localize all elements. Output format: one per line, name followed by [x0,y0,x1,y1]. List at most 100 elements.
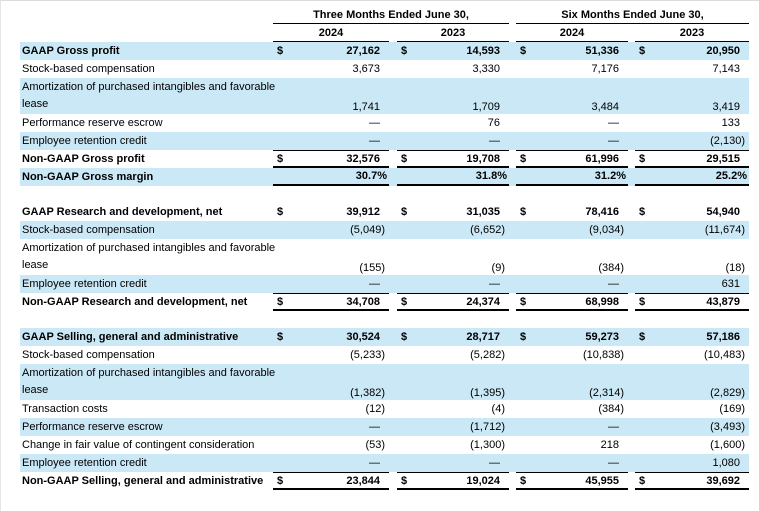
cell-value: 30.7% [355,170,387,182]
column-gap [509,328,516,346]
cell-value: 14,593 [466,45,500,57]
column-gap [509,293,516,311]
row-label: Employee retention credit [22,277,147,290]
cell-value: — [608,117,619,129]
value-cell: (1,300) [397,436,509,454]
column-gap [509,42,516,60]
cell-value: 31.2% [594,170,626,182]
reconciliation-table: Three Months Ended June 30, Six Months E… [20,3,749,490]
value-cell: 31.2% [516,168,628,186]
cell-value: 23,844 [346,474,380,487]
table-row: Non-GAAP Research and development, net $3… [20,293,749,311]
cell-value: — [369,278,380,290]
table-row: Stock-based compensation (5,233) (5,282) (1… [20,346,749,364]
column-gap [628,400,635,418]
cell-value: (6,652) [470,224,505,236]
cell-value: (12) [365,403,385,415]
value-cell: (1,712) [397,418,509,436]
cell-value: — [608,421,619,433]
cell-value: — [369,135,380,147]
value-cell: (384) [516,239,628,275]
column-gap [628,114,635,132]
row-label-line: lease [22,98,49,110]
row-label-line: lease [22,259,49,271]
value-cell: 25.2% [635,168,749,186]
column-gap [509,78,516,114]
table-row: Non-GAAP Selling, general and administra… [20,472,749,490]
value-cell: $27,162 [273,42,389,60]
column-gap [389,436,397,454]
cell-value: 1,741 [352,101,380,113]
value-cell: — [516,275,628,293]
column-gap [509,346,516,364]
table-row: Non-GAAP Gross margin 30.7% 31.8% 31.2% 25.2… [20,168,749,186]
dollar-sign: $ [277,474,284,487]
column-gap [628,472,635,490]
cell-value: 25.2% [715,170,747,182]
dollar-sign: $ [520,331,527,343]
value-cell: $68,998 [516,293,628,311]
value-cell: — [273,114,389,132]
column-gap [509,203,516,221]
column-gap [628,78,635,114]
value-cell: — [397,275,509,293]
column-gap [628,293,635,311]
column-gap [628,60,635,78]
cell-value: 30,524 [346,331,380,343]
dollar-sign: $ [520,474,527,487]
column-gap [509,60,516,78]
column-gap [389,400,397,418]
value-cell: 631 [635,275,749,293]
value-cell: (53) [273,436,389,454]
cell-value: 20,950 [706,45,740,57]
cell-value: 59,273 [585,331,619,343]
cell-value: 28,717 [466,331,500,343]
column-gap [628,328,635,346]
row-label: Change in fair value of contingent consi… [22,438,255,451]
value-cell: $39,912 [273,203,389,221]
col-year-header: 2024 [273,24,389,42]
header-label-spacer [20,24,273,42]
cell-value: 31.8% [475,170,507,182]
cell-value: 27,162 [346,45,380,57]
cell-value: 39,692 [706,474,740,487]
dollar-sign: $ [520,206,527,218]
row-label-line: Amortization of purchased intangibles an… [22,242,276,254]
value-cell: $20,950 [635,42,749,60]
cell-value: (2,314) [589,387,624,399]
dollar-sign: $ [401,295,408,308]
column-gap [509,472,516,490]
section-spacer [20,186,749,203]
column-gap [389,114,397,132]
column-gap [509,364,516,400]
table-row: Transaction costs (12) (4) (384) (169) [20,400,749,418]
value-cell: — [273,454,389,472]
value-cell: 7,176 [516,60,628,78]
column-gap [509,436,516,454]
value-cell: (9,034) [516,221,628,239]
column-gap [628,24,635,42]
cell-value: 51,336 [585,45,619,57]
table-row: Employee retention credit — — — 631 [20,275,749,293]
cell-value: 3,330 [472,63,500,75]
value-cell: 31.8% [397,168,509,186]
column-gap [389,328,397,346]
cell-value: (1,712) [470,421,505,433]
dollar-sign: $ [520,45,527,57]
cell-value: — [608,278,619,290]
cell-value: (384) [598,262,624,274]
dollar-sign: $ [401,45,408,57]
cell-value: (18) [725,262,745,274]
cell-value: — [369,421,380,433]
value-cell: $54,940 [635,203,749,221]
cell-value: (2,130) [710,135,745,147]
table-body: GAAP Gross profit $27,162 $14,593 $51,336 $2… [20,42,749,490]
value-cell: (6,652) [397,221,509,239]
table-section: GAAP Selling, general and administrative… [20,328,749,490]
value-cell: $39,692 [635,472,749,490]
cell-value: — [608,457,619,469]
table-row: Employee retention credit — — — 1,080 [20,454,749,472]
value-cell: 3,484 [516,78,628,114]
value-cell: — [516,132,628,150]
cell-value: (1,395) [470,387,505,399]
